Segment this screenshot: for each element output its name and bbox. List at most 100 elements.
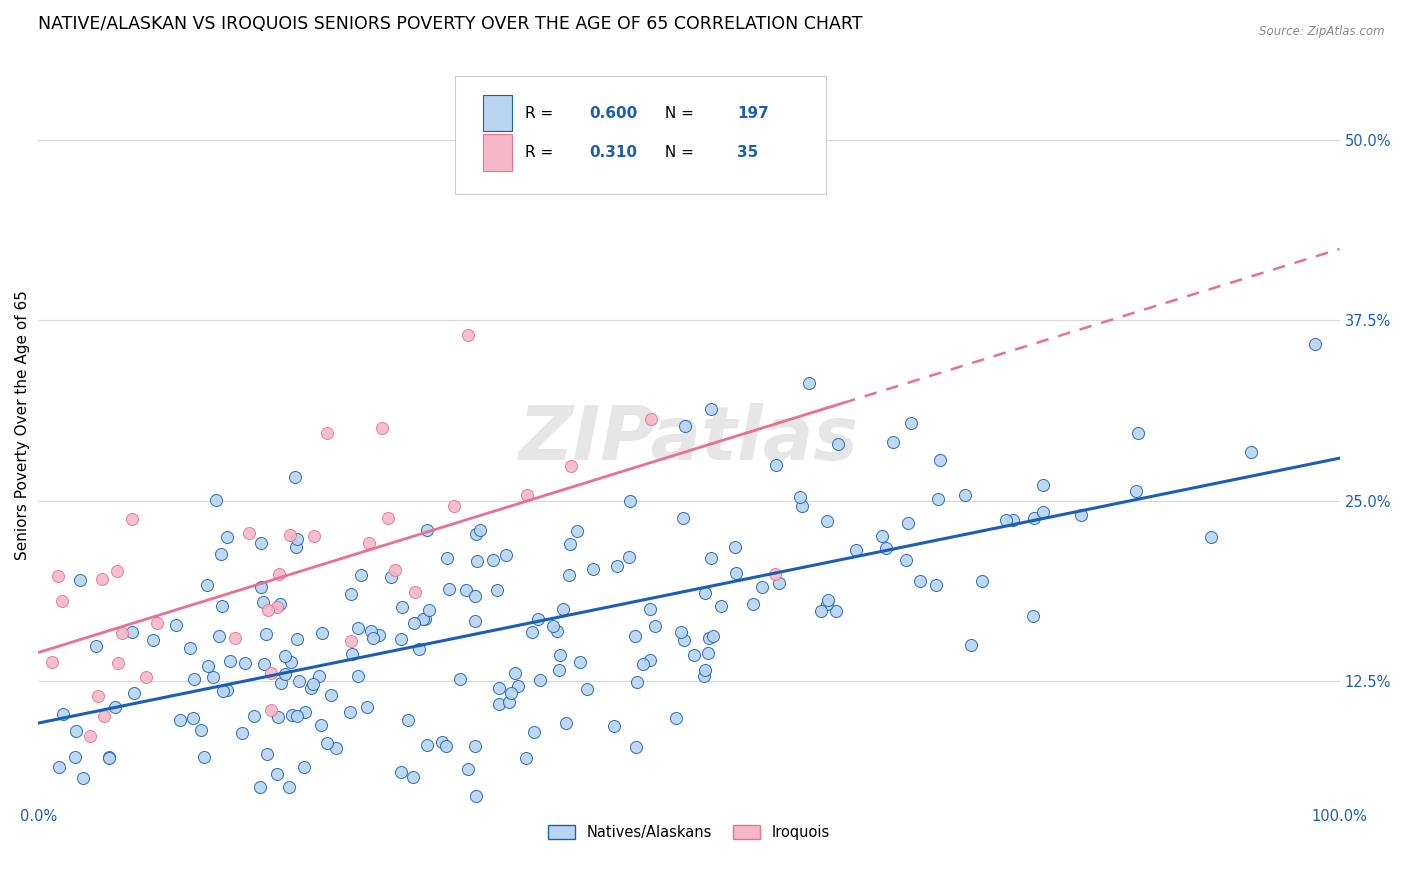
Point bbox=[266, 710, 288, 724]
Point bbox=[908, 574, 931, 588]
Point bbox=[623, 629, 645, 643]
Point bbox=[751, 580, 773, 594]
Point bbox=[498, 695, 520, 709]
Point bbox=[201, 670, 224, 684]
Point bbox=[209, 547, 232, 561]
Point bbox=[197, 659, 219, 673]
Point bbox=[644, 619, 666, 633]
Text: Source: ZipAtlas.com: Source: ZipAtlas.com bbox=[1260, 25, 1385, 38]
Point bbox=[97, 749, 120, 764]
Legend: Natives/Alaskans, Iroquois: Natives/Alaskans, Iroquois bbox=[543, 819, 835, 846]
Point bbox=[242, 709, 264, 723]
Point bbox=[190, 723, 212, 737]
Point bbox=[501, 685, 523, 699]
Point bbox=[824, 603, 846, 617]
Point bbox=[41, 655, 63, 669]
Point bbox=[208, 629, 231, 643]
Point bbox=[486, 582, 509, 597]
Point bbox=[638, 602, 661, 616]
Point bbox=[792, 499, 814, 513]
Point bbox=[416, 524, 439, 538]
Point bbox=[640, 653, 662, 667]
Point bbox=[250, 580, 273, 594]
Point bbox=[48, 759, 70, 773]
Point bbox=[252, 595, 274, 609]
Point bbox=[46, 569, 69, 583]
Point bbox=[280, 655, 302, 669]
Point bbox=[810, 604, 832, 618]
Point bbox=[325, 740, 347, 755]
Point bbox=[269, 597, 291, 611]
Y-axis label: Seniors Poverty Over the Age of 65: Seniors Poverty Over the Age of 65 bbox=[15, 290, 30, 560]
Point bbox=[360, 624, 382, 639]
Point bbox=[339, 705, 361, 719]
Point bbox=[457, 327, 479, 342]
Point bbox=[897, 516, 920, 531]
Point bbox=[673, 419, 696, 434]
Point bbox=[560, 537, 582, 551]
Point bbox=[98, 751, 121, 765]
Point bbox=[238, 525, 260, 540]
FancyBboxPatch shape bbox=[484, 135, 512, 170]
Point bbox=[389, 632, 412, 647]
Point bbox=[558, 567, 581, 582]
Point bbox=[146, 615, 169, 630]
Text: 0.310: 0.310 bbox=[589, 145, 637, 160]
Point bbox=[122, 686, 145, 700]
Point bbox=[340, 587, 363, 601]
Point bbox=[693, 669, 716, 683]
Point bbox=[212, 684, 235, 698]
Point bbox=[107, 656, 129, 670]
Point bbox=[389, 765, 412, 780]
Point bbox=[626, 674, 648, 689]
Point bbox=[266, 599, 288, 614]
Point bbox=[449, 672, 471, 686]
Point bbox=[436, 551, 458, 566]
Point bbox=[568, 655, 591, 669]
Point bbox=[768, 576, 790, 591]
Point bbox=[515, 751, 537, 765]
Point bbox=[111, 626, 134, 640]
Point bbox=[697, 631, 720, 645]
Point bbox=[1240, 445, 1263, 459]
Point bbox=[693, 664, 716, 678]
Point bbox=[567, 524, 589, 538]
Point bbox=[380, 570, 402, 584]
Point bbox=[204, 493, 226, 508]
Point bbox=[548, 663, 571, 677]
Point bbox=[121, 512, 143, 526]
Point bbox=[925, 578, 948, 592]
Point bbox=[465, 789, 488, 803]
Point bbox=[464, 614, 486, 628]
Point bbox=[582, 562, 605, 576]
Point bbox=[503, 666, 526, 681]
Point bbox=[181, 711, 204, 725]
Point bbox=[316, 736, 339, 750]
Point bbox=[121, 625, 143, 640]
Point bbox=[488, 698, 510, 712]
Point bbox=[465, 526, 488, 541]
Point bbox=[527, 612, 550, 626]
Point bbox=[763, 567, 786, 582]
Point bbox=[350, 568, 373, 582]
Point bbox=[724, 540, 747, 554]
Point bbox=[257, 603, 280, 617]
Point bbox=[900, 416, 922, 430]
Point bbox=[470, 523, 492, 537]
Point bbox=[319, 688, 342, 702]
Point bbox=[93, 709, 115, 723]
Point bbox=[927, 491, 949, 506]
Point bbox=[575, 682, 598, 697]
Point bbox=[457, 762, 479, 776]
Point bbox=[361, 631, 384, 645]
Text: R =: R = bbox=[524, 145, 558, 160]
Point bbox=[551, 601, 574, 615]
Point bbox=[1032, 505, 1054, 519]
Point bbox=[606, 559, 628, 574]
Point bbox=[340, 648, 363, 662]
Point bbox=[391, 600, 413, 615]
Point bbox=[233, 656, 256, 670]
Point bbox=[506, 679, 529, 693]
Point bbox=[523, 724, 546, 739]
Point bbox=[219, 654, 242, 668]
